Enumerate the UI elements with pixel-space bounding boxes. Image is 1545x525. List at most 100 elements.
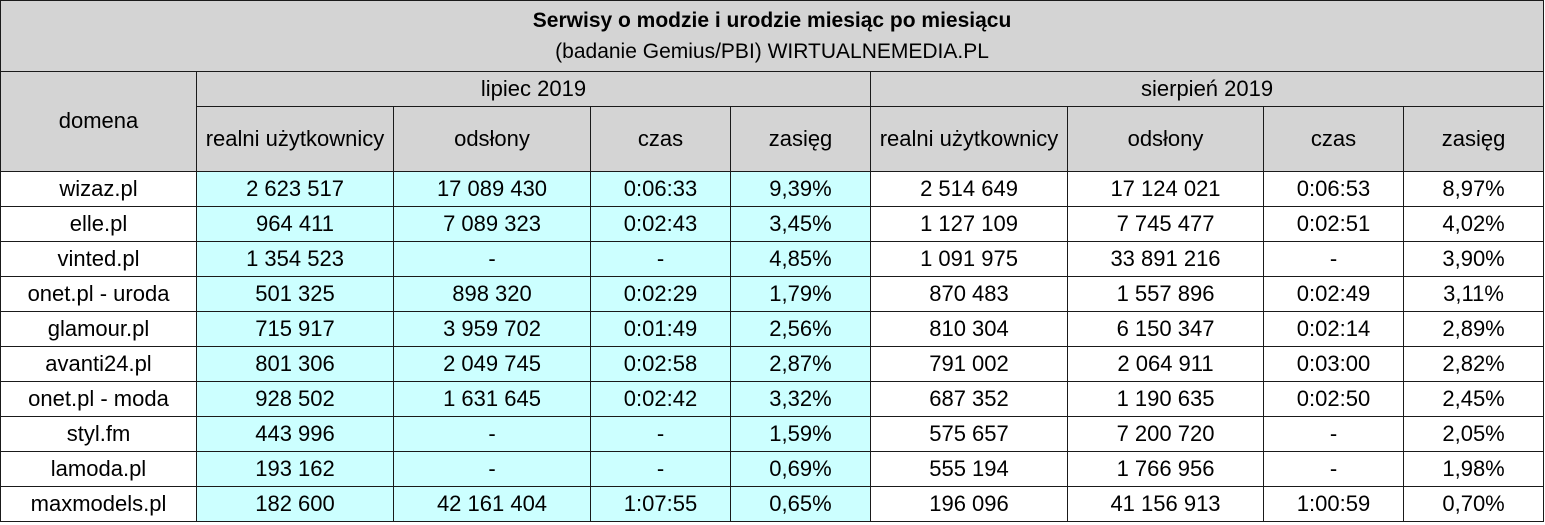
august-reach-cell: 2,45%: [1402, 381, 1545, 417]
july-reach-cell: 3,32%: [730, 381, 871, 417]
domain-cell: glamour.pl: [0, 311, 197, 347]
july-reach-cell: 0,65%: [730, 486, 871, 522]
table-row: vinted.pl 1 354 523 - - 4,85% 1 091 975 …: [0, 241, 1545, 277]
august-time-cell: 0:03:00: [1263, 346, 1404, 382]
july-time-cell: 0:02:42: [590, 381, 731, 417]
july-views-cell: 1 631 645: [393, 381, 591, 417]
domain-cell: avanti24.pl: [0, 346, 197, 382]
july-reach-cell: 9,39%: [730, 171, 871, 207]
august-reach-cell: 3,90%: [1402, 241, 1545, 277]
domain-cell: vinted.pl: [0, 241, 197, 277]
july-users-cell: 715 917: [196, 311, 394, 347]
table-row: styl.fm 443 996 - - 1,59% 575 657 7 200 …: [0, 416, 1545, 452]
august-time-cell: 0:02:14: [1263, 311, 1404, 347]
july-users-cell: 2 623 517: [196, 171, 394, 207]
july-time-cell: 0:02:43: [590, 206, 731, 242]
august-views-cell: 17 124 021: [1067, 171, 1264, 207]
august-users-cell: 791 002: [870, 346, 1068, 382]
august-reach-cell: 2,82%: [1402, 346, 1545, 382]
header-august-reach: zasięg: [1402, 106, 1545, 172]
august-reach-cell: 0,70%: [1402, 486, 1545, 522]
july-reach-cell: 1,79%: [730, 276, 871, 312]
august-views-cell: 33 891 216: [1067, 241, 1264, 277]
table-row: onet.pl - moda 928 502 1 631 645 0:02:42…: [0, 381, 1545, 417]
table-subtitle: (badanie Gemius/PBI) WIRTUALNEMEDIA.PL: [555, 40, 989, 63]
august-views-cell: 7 745 477: [1067, 206, 1264, 242]
table-row: wizaz.pl 2 623 517 17 089 430 0:06:33 9,…: [0, 171, 1545, 207]
august-users-cell: 1 091 975: [870, 241, 1068, 277]
july-reach-cell: 3,45%: [730, 206, 871, 242]
july-users-cell: 801 306: [196, 346, 394, 382]
header-august-users: realni użytkownicy: [870, 106, 1068, 172]
july-users-cell: 443 996: [196, 416, 394, 452]
table-row: maxmodels.pl 182 600 42 161 404 1:07:55 …: [0, 486, 1545, 522]
august-users-cell: 2 514 649: [870, 171, 1068, 207]
july-time-cell: 0:01:49: [590, 311, 731, 347]
august-reach-cell: 2,05%: [1402, 416, 1545, 452]
july-reach-cell: 0,69%: [730, 451, 871, 487]
august-users-cell: 687 352: [870, 381, 1068, 417]
header-july-views: odsłony: [393, 106, 591, 172]
table-title: Serwisy o modzie i urodzie miesiąc po mi…: [532, 9, 1012, 32]
july-users-cell: 1 354 523: [196, 241, 394, 277]
august-views-cell: 7 200 720: [1067, 416, 1264, 452]
august-views-cell: 2 064 911: [1067, 346, 1264, 382]
header-july-reach: zasięg: [730, 106, 871, 172]
july-time-cell: 0:02:29: [590, 276, 731, 312]
august-time-cell: 1:00:59: [1263, 486, 1404, 522]
august-views-cell: 6 150 347: [1067, 311, 1264, 347]
header-domain: domena: [0, 71, 197, 172]
july-views-cell: 3 959 702: [393, 311, 591, 347]
august-reach-cell: 2,89%: [1402, 311, 1545, 347]
domain-cell: onet.pl - moda: [0, 381, 197, 417]
table-row: onet.pl - uroda 501 325 898 320 0:02:29 …: [0, 276, 1545, 312]
header-july-users: realni użytkownicy: [196, 106, 394, 172]
july-views-cell: -: [393, 416, 591, 452]
table-title-cell: Serwisy o modzie i urodzie miesiąc po mi…: [0, 0, 1545, 72]
july-time-cell: -: [590, 416, 731, 452]
table-row: glamour.pl 715 917 3 959 702 0:01:49 2,5…: [0, 311, 1545, 347]
table-row: lamoda.pl 193 162 - - 0,69% 555 194 1 76…: [0, 451, 1545, 487]
july-views-cell: -: [393, 241, 591, 277]
july-time-cell: -: [590, 241, 731, 277]
august-time-cell: 0:02:49: [1263, 276, 1404, 312]
august-views-cell: 1 190 635: [1067, 381, 1264, 417]
august-time-cell: -: [1263, 416, 1404, 452]
header-august-views: odsłony: [1067, 106, 1264, 172]
july-time-cell: 0:02:58: [590, 346, 731, 382]
domain-cell: styl.fm: [0, 416, 197, 452]
july-views-cell: 7 089 323: [393, 206, 591, 242]
july-reach-cell: 2,87%: [730, 346, 871, 382]
july-users-cell: 193 162: [196, 451, 394, 487]
domain-cell: onet.pl - uroda: [0, 276, 197, 312]
table-row: avanti24.pl 801 306 2 049 745 0:02:58 2,…: [0, 346, 1545, 382]
august-users-cell: 575 657: [870, 416, 1068, 452]
july-views-cell: 42 161 404: [393, 486, 591, 522]
august-reach-cell: 8,97%: [1402, 171, 1545, 207]
domain-cell: elle.pl: [0, 206, 197, 242]
august-users-cell: 870 483: [870, 276, 1068, 312]
august-time-cell: 0:06:53: [1263, 171, 1404, 207]
july-reach-cell: 4,85%: [730, 241, 871, 277]
july-time-cell: 0:06:33: [590, 171, 731, 207]
domain-cell: lamoda.pl: [0, 451, 197, 487]
july-time-cell: -: [590, 451, 731, 487]
august-reach-cell: 4,02%: [1402, 206, 1545, 242]
august-views-cell: 1 766 956: [1067, 451, 1264, 487]
domain-cell: wizaz.pl: [0, 171, 197, 207]
august-reach-cell: 3,11%: [1402, 276, 1545, 312]
august-views-cell: 1 557 896: [1067, 276, 1264, 312]
july-reach-cell: 1,59%: [730, 416, 871, 452]
july-views-cell: -: [393, 451, 591, 487]
header-month-august: sierpień 2019: [869, 71, 1545, 107]
july-users-cell: 501 325: [196, 276, 394, 312]
july-users-cell: 182 600: [196, 486, 394, 522]
header-month-july: lipiec 2019: [196, 71, 871, 107]
domain-cell: maxmodels.pl: [0, 486, 197, 522]
august-time-cell: -: [1263, 451, 1404, 487]
august-users-cell: 810 304: [870, 311, 1068, 347]
july-users-cell: 928 502: [196, 381, 394, 417]
august-users-cell: 1 127 109: [870, 206, 1068, 242]
august-time-cell: -: [1263, 241, 1404, 277]
